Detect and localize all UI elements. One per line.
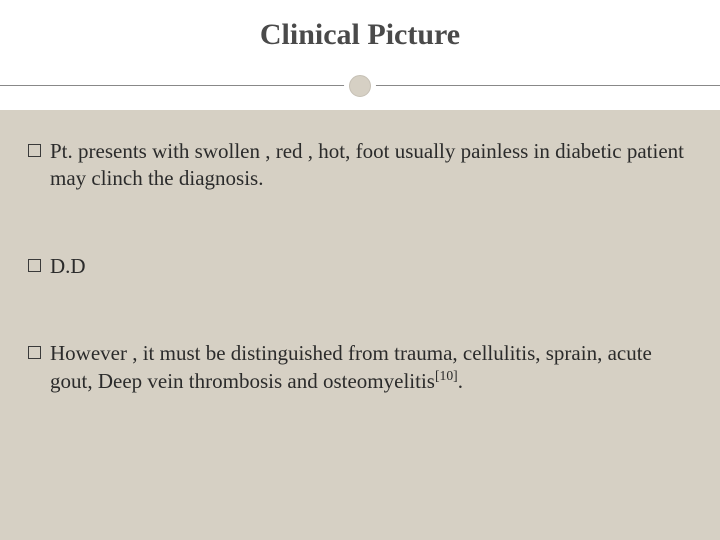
slide: Clinical Picture Pt. presents with swoll…	[0, 0, 720, 540]
square-bullet-icon	[28, 346, 41, 359]
bullet-suffix: .	[458, 369, 463, 393]
title-area: Clinical Picture	[0, 0, 720, 110]
square-bullet-icon	[28, 144, 41, 157]
title-circle-ornament	[344, 70, 376, 102]
bullet-text: However , it must be distinguished from …	[50, 341, 652, 393]
reference-superscript: [10]	[435, 368, 458, 383]
bullet-item: However , it must be distinguished from …	[28, 340, 692, 396]
content-area: Pt. presents with swollen , red , hot, f…	[0, 110, 720, 395]
slide-title: Clinical Picture	[0, 0, 720, 52]
bullet-item: D.D	[28, 253, 692, 280]
bullet-item: Pt. presents with swollen , red , hot, f…	[28, 138, 692, 193]
square-bullet-icon	[28, 259, 41, 272]
bullet-text: D.D	[50, 254, 86, 278]
bullet-text: Pt. presents with swollen , red , hot, f…	[50, 139, 684, 190]
